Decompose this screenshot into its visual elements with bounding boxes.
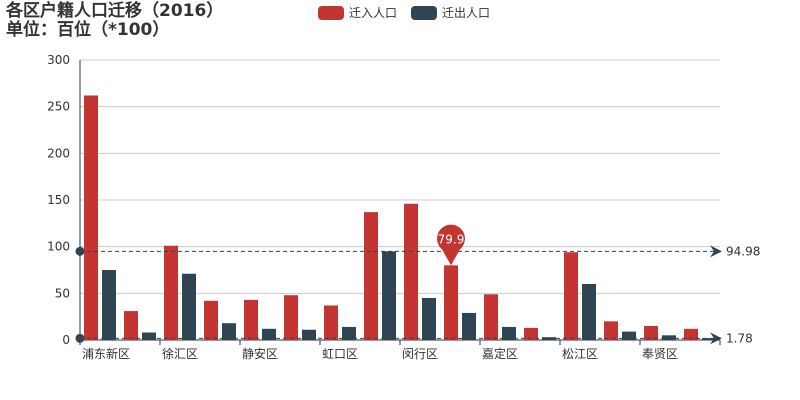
bar-outflow[interactable] <box>422 298 436 340</box>
y-tick-label: 250 <box>47 100 70 114</box>
legend-swatch-inflow <box>318 5 344 20</box>
legend-swatch-outflow <box>411 5 438 20</box>
y-tick-label: 200 <box>47 146 70 160</box>
bar-inflow[interactable] <box>164 245 178 340</box>
x-tick-label: 闵行区 <box>402 346 438 361</box>
mark-point-label: 79.9 <box>438 232 465 246</box>
mark-line-start-dot <box>75 333 85 343</box>
bar-outflow[interactable] <box>462 312 476 340</box>
bar-outflow[interactable] <box>502 326 516 340</box>
bar-outflow[interactable] <box>622 331 636 340</box>
bar-outflow[interactable] <box>262 328 276 340</box>
bar-inflow[interactable] <box>364 212 378 340</box>
chart-title: 各区户籍人口迁移（2016） 单位：百位（*100） <box>6 2 223 40</box>
legend-label-inflow: 迁入人口 <box>349 6 398 20</box>
bar-inflow[interactable] <box>324 305 338 340</box>
bar-outflow[interactable] <box>302 329 316 340</box>
chart-title-line2: 单位：百位（*100） <box>6 20 170 40</box>
mark-line-arrow <box>710 332 722 345</box>
x-tick-label: 嘉定区 <box>482 346 518 361</box>
mark-point-pin[interactable] <box>437 224 466 266</box>
x-tick-label: 奉贤区 <box>642 347 678 361</box>
legend-label-outflow: 迁出人口 <box>442 6 491 20</box>
bar-inflow[interactable] <box>84 95 98 340</box>
x-tick-label: 虹口区 <box>322 347 358 361</box>
bar-outflow[interactable] <box>582 284 596 340</box>
bar-inflow[interactable] <box>204 300 218 340</box>
bar-outflow[interactable] <box>142 332 156 340</box>
bar-inflow[interactable] <box>644 326 658 340</box>
bar-inflow[interactable] <box>404 203 418 340</box>
bar-outflow[interactable] <box>702 338 716 340</box>
mark-line-label: 94.98 <box>726 244 760 258</box>
y-tick-label: 300 <box>47 53 70 67</box>
bar-inflow[interactable] <box>484 294 498 340</box>
bar-inflow[interactable] <box>124 311 138 340</box>
bar-outflow[interactable] <box>662 335 676 340</box>
bar-outflow[interactable] <box>182 273 196 340</box>
mark-line-start-dot <box>75 246 85 256</box>
bar-inflow[interactable] <box>564 252 578 340</box>
bar-inflow[interactable] <box>244 299 258 340</box>
bar-outflow[interactable] <box>222 323 236 340</box>
legend-item-outflow[interactable]: 迁出人口 <box>411 4 490 21</box>
bar-inflow[interactable] <box>684 328 698 340</box>
legend: 迁入人口 迁出人口 <box>318 4 490 21</box>
bar-outflow[interactable] <box>382 251 396 340</box>
y-tick-label: 50 <box>55 286 70 300</box>
mark-line-label: 1.78 <box>726 331 753 345</box>
chart-title-line1: 各区户籍人口迁移（2016） <box>6 1 224 21</box>
x-tick-label: 松江区 <box>562 347 598 361</box>
y-tick-label: 100 <box>47 240 70 254</box>
bar-outflow[interactable] <box>342 326 356 340</box>
bar-outflow[interactable] <box>102 270 116 340</box>
bar-inflow[interactable] <box>604 321 618 340</box>
x-tick-label: 静安区 <box>242 346 278 361</box>
bar-inflow[interactable] <box>284 295 298 340</box>
bar-inflow[interactable] <box>524 327 538 340</box>
legend-item-inflow[interactable]: 迁入人口 <box>318 4 397 21</box>
x-tick-label: 浦东新区 <box>82 346 130 361</box>
y-tick-label: 150 <box>47 193 70 207</box>
mark-line-arrow <box>710 245 722 258</box>
y-tick-label: 0 <box>62 333 70 347</box>
x-tick-label: 徐汇区 <box>162 346 198 361</box>
bar-inflow[interactable] <box>444 265 458 340</box>
